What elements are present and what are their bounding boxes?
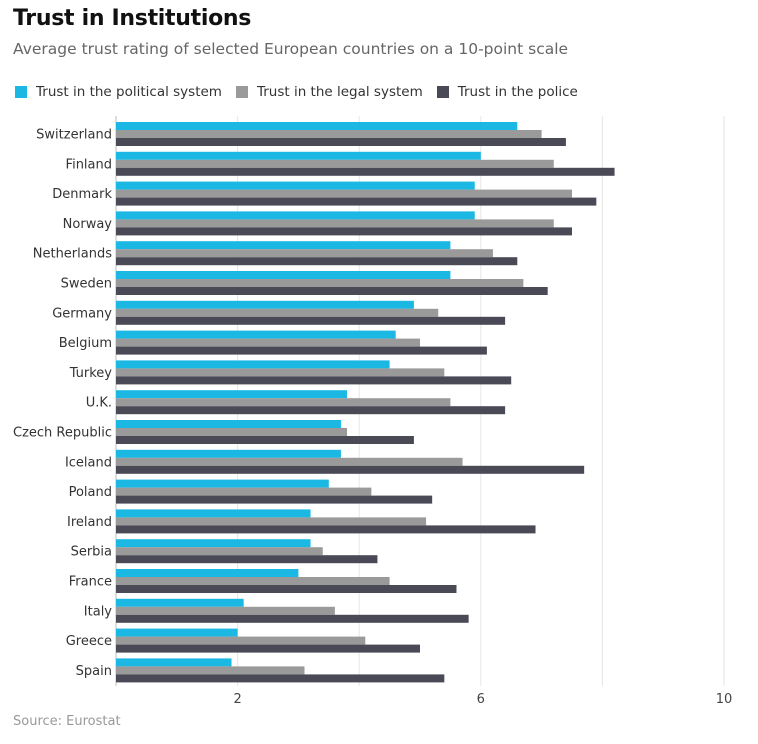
category-label: Sweden — [61, 277, 112, 292]
category-label: U.K. — [86, 396, 112, 411]
bar-political — [116, 271, 451, 279]
bar-police — [116, 406, 506, 415]
category-label: Greece — [66, 634, 112, 649]
bar-police — [116, 585, 457, 593]
bar-political — [116, 658, 232, 667]
bar-political — [116, 330, 396, 339]
bar-police — [116, 138, 566, 146]
category-label: Ireland — [67, 515, 112, 530]
bar-legal — [116, 130, 542, 138]
category-label: Finland — [66, 157, 112, 172]
bar-political — [116, 479, 329, 488]
bar-legal — [116, 636, 366, 645]
category-label: France — [69, 575, 112, 590]
bar-political — [116, 569, 299, 577]
x-tick-label: 2 — [233, 692, 241, 707]
bar-police — [116, 674, 445, 683]
bar-legal — [116, 219, 554, 228]
bar-legal — [116, 279, 524, 287]
legend-label-legal: Trust in the legal system — [256, 84, 423, 100]
bar-legal — [116, 159, 554, 168]
chart-title: Trust in Institutions — [13, 6, 252, 31]
legend-label-police: Trust in the police — [457, 84, 578, 100]
category-label: Netherlands — [33, 247, 112, 262]
bar-political — [116, 509, 311, 518]
category-label: Czech Republic — [13, 426, 112, 441]
source-note: Source: Eurostat — [13, 714, 121, 729]
legend-item-legal: Trust in the legal system — [235, 84, 423, 100]
bar-political — [116, 122, 518, 130]
legend-swatch-political — [15, 86, 27, 98]
legend: Trust in the political system Trust in t… — [15, 84, 578, 100]
bar-political — [116, 628, 238, 637]
bar-police — [116, 257, 518, 266]
category-label: Serbia — [71, 545, 112, 560]
bar-political — [116, 390, 348, 399]
bar-legal — [116, 606, 335, 615]
bar-police — [116, 167, 615, 176]
bar-legal — [116, 517, 427, 526]
category-label: Italy — [84, 604, 113, 619]
bar-police — [116, 614, 469, 623]
category-label: Belgium — [59, 336, 112, 351]
bar-legal — [116, 577, 390, 585]
bar-political — [116, 539, 311, 548]
category-label: Spain — [76, 664, 112, 679]
bar-legal — [116, 189, 572, 198]
bar-political — [116, 360, 390, 369]
bar-police — [116, 555, 378, 564]
category-label: Norway — [63, 217, 113, 232]
bar-police — [116, 287, 548, 295]
bar-legal — [116, 308, 439, 317]
category-label: Denmark — [52, 187, 112, 202]
bar-political — [116, 241, 451, 250]
bar-police — [116, 346, 487, 355]
chart-subtitle: Average trust rating of selected Europea… — [13, 40, 569, 58]
bar-legal — [116, 666, 305, 675]
bar-political — [116, 598, 244, 607]
bar-legal — [116, 368, 445, 377]
bar-legal — [116, 398, 451, 407]
legend-item-political: Trust in the political system — [15, 84, 222, 100]
bar-legal — [116, 547, 323, 556]
category-label: Poland — [69, 485, 112, 500]
legend-label-political: Trust in the political system — [36, 84, 222, 100]
bar-political — [116, 449, 341, 458]
bar-police — [116, 644, 420, 653]
bar-political — [116, 151, 481, 160]
bar-political — [116, 300, 414, 309]
legend-swatch-police — [436, 86, 449, 98]
bar-legal — [116, 457, 463, 466]
bar-political — [116, 420, 341, 428]
bar-police — [116, 436, 414, 444]
bar-police — [116, 227, 572, 236]
category-label: Switzerland — [36, 128, 112, 143]
bar-police — [116, 465, 585, 474]
bar-legal — [116, 428, 348, 436]
bar-political — [116, 211, 475, 220]
x-tick-label: 6 — [477, 692, 485, 707]
x-tick-label: 10 — [716, 692, 733, 707]
bar-political — [116, 181, 475, 190]
bar-legal — [116, 338, 420, 347]
legend-item-police: Trust in the police — [436, 84, 578, 100]
legend-swatch-legal — [235, 86, 248, 98]
category-label: Germany — [52, 306, 112, 321]
bar-legal — [116, 487, 372, 496]
category-label: Iceland — [65, 455, 112, 470]
category-label: Turkey — [69, 366, 113, 381]
bar-legal — [116, 249, 493, 258]
bar-police — [116, 376, 512, 385]
bar-police — [116, 525, 536, 534]
bar-police — [116, 495, 433, 504]
bar-police — [116, 197, 597, 206]
bar-police — [116, 316, 506, 325]
